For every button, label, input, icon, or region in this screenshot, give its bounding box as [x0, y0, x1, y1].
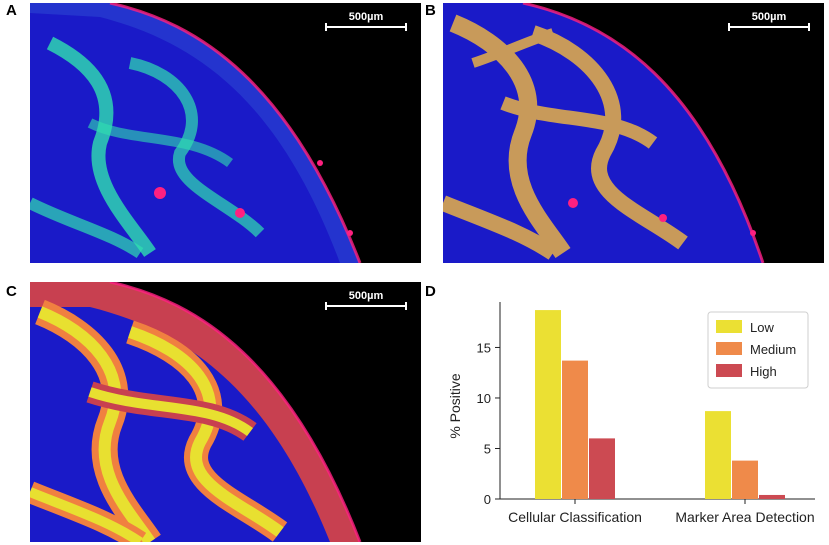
- panel-b-scale-bar: 500µm: [728, 11, 810, 35]
- y-tick-label: 10: [477, 391, 491, 406]
- bar: [759, 494, 785, 499]
- panel-c-scale-bar: 500µm: [325, 290, 407, 314]
- panel-a-micrograph: 500µm: [30, 3, 421, 263]
- panel-b-micrograph: 500µm: [443, 3, 824, 263]
- legend-swatch: [716, 320, 742, 333]
- bar: [705, 411, 731, 499]
- panel-b-label: B: [425, 2, 436, 19]
- x-tick-label: Cellular Classification: [508, 509, 642, 525]
- bar: [589, 438, 615, 499]
- bar-chart: 0 5 10 15 Cellular Classification Marker Area…: [447, 302, 815, 525]
- y-tick-label: 15: [477, 340, 491, 355]
- legend-entry: High: [750, 364, 777, 379]
- panel-a-scale-bar: 500µm: [325, 11, 407, 35]
- legend-swatch: [716, 342, 742, 355]
- legend-swatch: [716, 364, 742, 377]
- panel-a-scale-label: 500µm: [348, 11, 384, 23]
- bar: [562, 360, 588, 499]
- chart-bars: [535, 310, 785, 499]
- chart-legend: Low Medium High: [707, 311, 809, 389]
- x-tick-label: Marker Area Detection: [675, 509, 814, 525]
- bar: [535, 310, 561, 499]
- panel-a-label: A: [6, 2, 17, 19]
- y-tick-label: 0: [484, 492, 491, 507]
- y-axis-label: % Positive: [447, 373, 463, 439]
- bar: [732, 460, 758, 499]
- panel-b-scale-label: 500µm: [751, 11, 787, 23]
- panel-d-label: D: [425, 283, 436, 300]
- panel-c-micrograph: 500µm: [30, 282, 421, 542]
- panel-c-label: C: [6, 283, 17, 300]
- y-tick-label: 5: [484, 441, 491, 456]
- legend-entry: Medium: [750, 342, 796, 357]
- legend-entry: Low: [750, 320, 774, 335]
- chart-axes: 0 5 10 15 Cellular Classification Marker Area…: [477, 302, 815, 525]
- panel-c-scale-label: 500µm: [348, 290, 384, 302]
